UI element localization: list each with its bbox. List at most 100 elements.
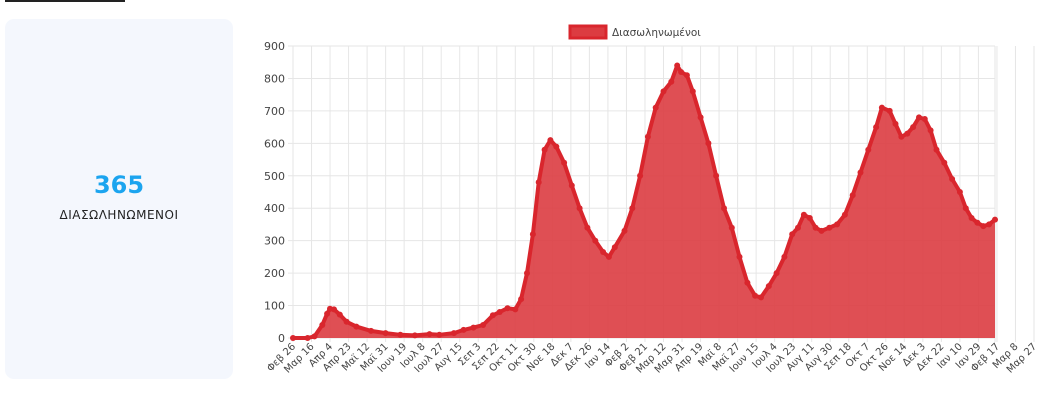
data-point [927,127,934,134]
data-point [382,330,389,337]
y-tick-label: 900 [264,40,285,53]
data-point [898,133,905,140]
data-point [697,114,704,121]
data-point [992,216,998,223]
data-point [368,327,374,334]
data-point [397,331,404,338]
data-point [629,205,636,212]
chart-legend[interactable]: Διασωληνωμένοι [568,24,701,40]
data-point [644,133,651,140]
data-point [795,224,801,231]
data-point [600,249,607,255]
data-point [873,124,880,131]
y-tick-label: 0 [278,332,285,345]
y-tick-label: 300 [264,235,285,248]
data-point [857,169,864,176]
data-point [933,146,940,153]
data-point [705,140,712,147]
data-point [736,253,743,260]
data-point [758,294,764,301]
y-tick-label: 800 [264,72,285,85]
chart-series [290,62,998,341]
data-point [504,305,511,312]
y-tick-label: 200 [264,267,285,280]
data-point [450,330,457,337]
data-point [974,219,981,226]
data-point [518,296,525,303]
y-tick-label: 500 [264,170,285,183]
data-point [986,221,993,228]
data-point [800,211,807,218]
y-tick-label: 400 [264,202,285,215]
data-point [921,116,928,122]
data-point [904,130,911,137]
data-point [826,224,833,231]
data-point [529,231,536,238]
data-point [818,227,825,234]
data-point [304,335,311,341]
data-point [949,176,956,182]
data-point [411,332,418,339]
data-point [752,292,759,299]
legend-label: Διασωληνωμένοι [612,27,701,39]
data-point [512,306,519,313]
data-point [336,311,343,318]
data-point [547,137,554,144]
data-point [956,189,963,195]
data-point [678,69,685,75]
top-divider [5,0,125,2]
series-points [290,62,998,341]
data-point [892,120,899,127]
data-point [910,124,917,131]
y-tick-label: 600 [264,137,285,150]
data-point [806,215,813,221]
data-point [980,223,987,230]
data-point [460,326,467,333]
data-point [721,205,727,212]
data-point [773,270,780,277]
data-point [660,88,667,95]
data-point [812,224,819,231]
data-point [426,331,433,338]
data-point [480,322,487,328]
stat-card: 365 ΔΙΑΣΩΛΗΝΩΜΕΝΟΙ [5,19,233,379]
data-point [324,310,331,317]
data-point [865,146,872,153]
data-point [765,283,772,290]
data-point [968,215,975,221]
data-point [668,78,675,85]
data-point [592,237,599,244]
data-point [962,205,969,212]
data-point [576,205,583,212]
stat-value: 365 [93,171,145,199]
data-point [728,224,735,231]
data-point [916,114,922,121]
data-point [683,72,690,79]
data-point [436,331,443,338]
data-point [561,159,568,166]
data-point [605,253,612,260]
y-tick-label: 100 [264,300,285,313]
data-point [621,227,628,234]
data-point [886,107,893,114]
data-point [541,146,548,153]
legend-swatch [568,24,608,40]
series-line [291,63,997,340]
data-point [637,172,644,179]
data-point [941,159,948,166]
data-point [489,312,496,319]
data-point [524,270,530,277]
data-point [674,62,681,69]
data-point [568,182,575,189]
data-point [689,88,696,95]
data-point [290,335,296,341]
data-point [744,279,751,286]
data-point [353,323,360,330]
data-point [331,306,337,313]
data-point [535,179,542,186]
series-area-fill [293,65,995,338]
data-point [878,104,885,111]
data-point [553,143,560,150]
data-point [311,333,318,340]
